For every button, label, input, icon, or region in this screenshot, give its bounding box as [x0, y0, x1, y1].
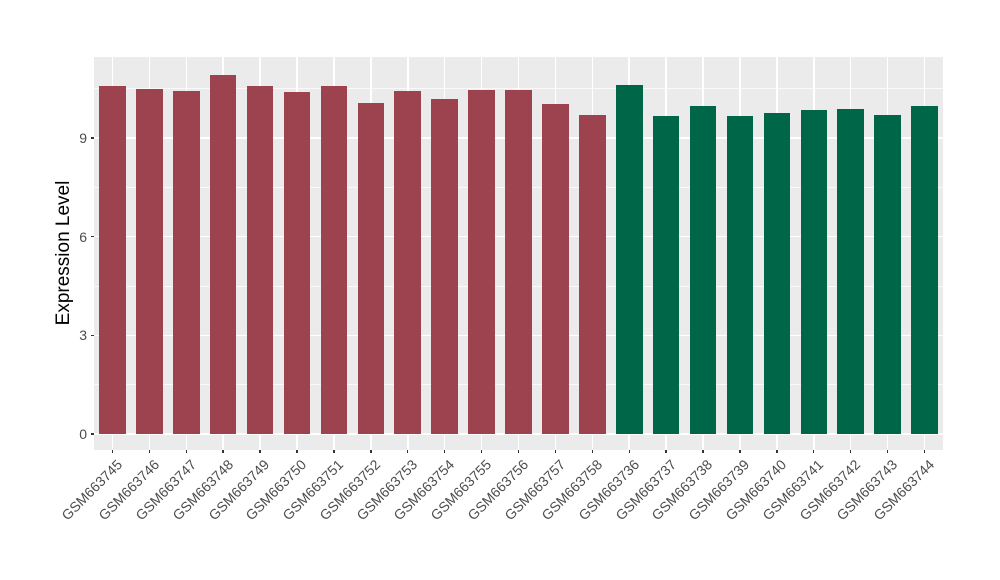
bar-GSM663749 — [246, 86, 274, 434]
x-tick-mark — [813, 450, 815, 453]
bar-GSM663743 — [874, 115, 901, 434]
x-tick-mark — [517, 450, 520, 453]
bar-GSM663748 — [209, 75, 237, 434]
x-tick-mark — [185, 450, 187, 453]
y-tick-label: 3 — [79, 327, 87, 344]
x-tick-mark — [591, 450, 594, 453]
bar-GSM663754 — [431, 99, 458, 434]
x-tick-mark — [407, 450, 409, 453]
bar-GSM663745 — [99, 85, 126, 434]
x-tick-mark — [222, 450, 224, 453]
x-tick-mark — [370, 450, 372, 453]
x-tick-mark — [480, 450, 483, 453]
x-tick-mark — [333, 450, 335, 453]
x-tick-mark — [665, 450, 667, 453]
x-tick-mark — [259, 450, 261, 453]
bar-GSM663746 — [136, 89, 163, 434]
x-tick-mark — [628, 450, 630, 453]
x-tick-mark — [148, 450, 151, 453]
bar-GSM663755 — [468, 89, 495, 434]
x-tick-mark — [886, 450, 889, 453]
y-tick-mark — [91, 334, 94, 336]
x-tick-mark — [850, 450, 852, 453]
bar-GSM663744 — [911, 105, 938, 434]
y-tick-label: 0 — [79, 426, 87, 442]
bar-GSM663757 — [542, 104, 569, 434]
bar-GSM663740 — [763, 112, 791, 434]
y-axis-title: Expression Level — [53, 180, 74, 326]
bar-GSM663738 — [689, 105, 717, 434]
y-tick-label: 9 — [79, 129, 87, 146]
bar-GSM663741 — [800, 109, 828, 434]
bar-GSM663758 — [579, 114, 606, 434]
x-tick-mark — [739, 450, 741, 453]
bar-GSM663742 — [837, 109, 864, 434]
bar-GSM663747 — [172, 91, 200, 434]
x-tick-mark — [923, 450, 926, 453]
x-tick-mark — [702, 450, 704, 453]
bar-GSM663753 — [394, 90, 422, 434]
bar-GSM663750 — [283, 91, 311, 434]
x-tick-mark — [554, 450, 557, 453]
x-tick-mark — [296, 450, 298, 453]
y-tick-label: 6 — [79, 228, 87, 245]
bar-GSM663736 — [615, 84, 643, 434]
bar-GSM663756 — [505, 90, 532, 434]
y-tick-mark — [91, 235, 94, 238]
bar-GSM663739 — [726, 115, 754, 434]
y-tick-mark — [91, 137, 94, 139]
plot-panel — [94, 57, 943, 450]
x-tick-mark — [111, 450, 114, 453]
x-tick-mark — [443, 450, 446, 453]
bar-GSM663737 — [652, 115, 680, 434]
bar-GSM663752 — [357, 103, 385, 434]
bar-GSM663751 — [320, 86, 348, 434]
y-tick-mark — [91, 433, 94, 435]
x-tick-mark — [776, 450, 778, 453]
